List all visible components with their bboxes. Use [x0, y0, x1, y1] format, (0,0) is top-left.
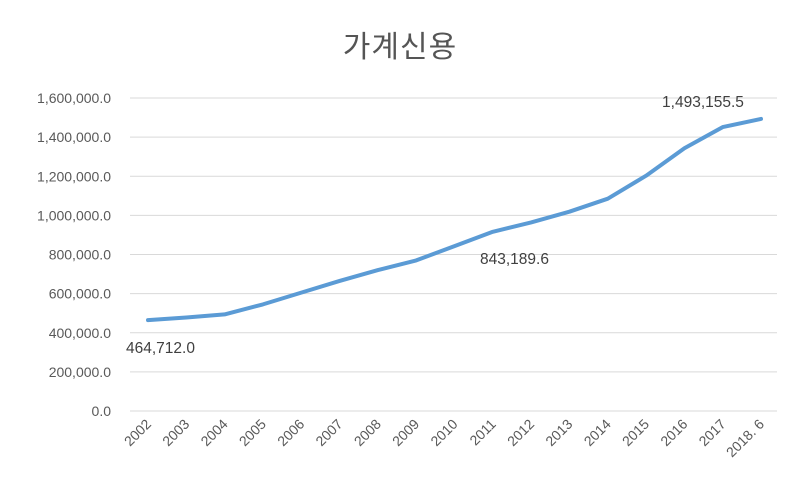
x-tick-label: 2015: [619, 416, 652, 449]
x-tick-label: 2010: [427, 416, 460, 449]
x-tick-label: 2017: [695, 416, 728, 449]
y-tick-label: 400,000.0: [49, 325, 111, 341]
y-tick-label: 200,000.0: [49, 364, 111, 380]
x-tick-label: 2014: [581, 416, 614, 449]
y-axis-ticks: 0.0 200,000.0 400,000.0 600,000.0 800,000.0 1…: [37, 90, 111, 419]
y-tick-label: 1,600,000.0: [37, 90, 111, 106]
x-tick-label: 2009: [389, 416, 422, 449]
y-tick-label: 600,000.0: [49, 286, 111, 302]
x-tick-label: 2016: [657, 416, 690, 449]
x-tick-label: 2007: [312, 416, 345, 449]
x-tick-label: 2002: [121, 416, 154, 449]
y-tick-label: 1,000,000.0: [37, 207, 111, 223]
data-label: 843,189.6: [480, 251, 549, 268]
y-tick-label: 0.0: [92, 403, 112, 419]
x-tick-label: 2011: [466, 416, 499, 449]
data-labels: 464,712.0 843,189.6 1,493,155.5: [126, 94, 744, 357]
x-tick-label: 2018. 6: [723, 416, 767, 460]
y-tick-label: 1,400,000.0: [37, 129, 111, 145]
x-tick-label: 2008: [351, 416, 384, 449]
x-tick-label: 2013: [542, 416, 575, 449]
x-axis-ticks: 2002 2003 2004 2005 2006 2007 2008 2009 2010 2011…: [121, 416, 767, 460]
y-tick-label: 1,200,000.0: [37, 168, 111, 184]
gridlines: [130, 97, 777, 412]
chart-title: 가계신용: [342, 30, 458, 65]
series-line-household-credit: [146, 116, 763, 323]
data-label: 464,712.0: [126, 340, 195, 357]
x-tick-label: 2004: [197, 416, 230, 449]
x-tick-label: 2003: [159, 416, 192, 449]
y-tick-label: 800,000.0: [49, 247, 111, 263]
x-tick-label: 2005: [236, 416, 269, 449]
x-tick-label: 2006: [274, 416, 307, 449]
data-label: 1,493,155.5: [662, 94, 744, 111]
x-tick-label: 2012: [504, 416, 537, 449]
